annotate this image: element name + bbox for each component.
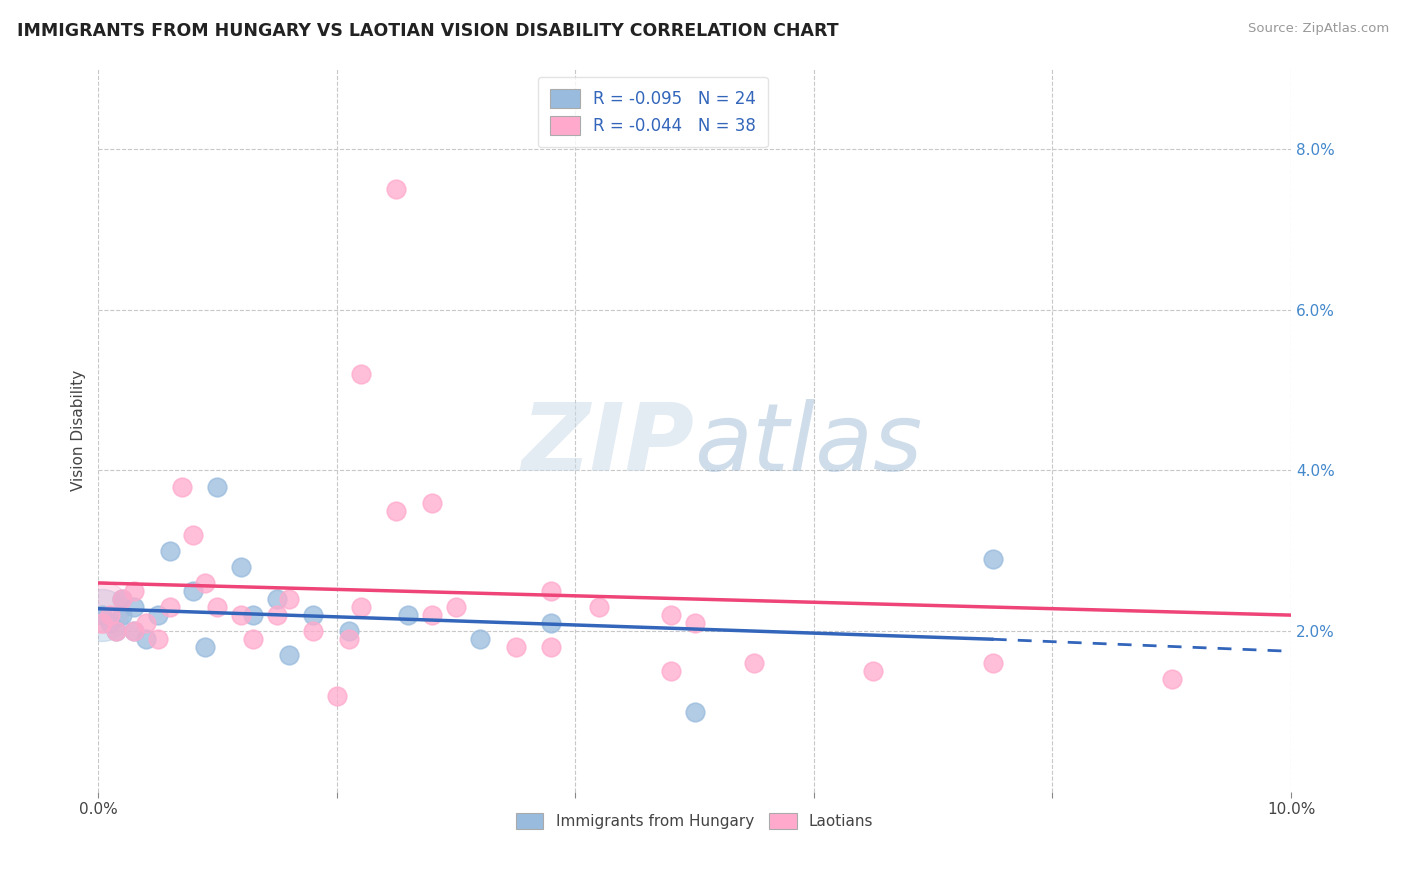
Point xyxy=(1160,673,1182,687)
Point xyxy=(468,632,491,647)
Point xyxy=(111,592,134,607)
Point xyxy=(325,689,347,703)
Point xyxy=(420,608,443,623)
Point xyxy=(659,665,682,679)
Point xyxy=(659,608,682,623)
Point xyxy=(505,640,527,655)
Point xyxy=(981,552,1004,566)
Point xyxy=(266,592,288,607)
Point xyxy=(98,616,121,631)
Point xyxy=(90,616,112,631)
Point xyxy=(122,624,145,639)
Point xyxy=(146,608,169,623)
Point xyxy=(683,616,706,631)
Text: atlas: atlas xyxy=(695,400,922,491)
Point xyxy=(104,624,127,639)
Point xyxy=(146,632,169,647)
Point xyxy=(301,624,323,639)
Point xyxy=(98,608,121,623)
Point xyxy=(266,608,288,623)
Point xyxy=(444,600,467,615)
Point xyxy=(540,584,562,599)
Point xyxy=(420,495,443,509)
Legend: Immigrants from Hungary, Laotians: Immigrants from Hungary, Laotians xyxy=(510,806,879,835)
Text: Source: ZipAtlas.com: Source: ZipAtlas.com xyxy=(1249,22,1389,36)
Point xyxy=(90,608,112,623)
Point xyxy=(135,632,157,647)
Point xyxy=(207,600,229,615)
Point xyxy=(159,600,181,615)
Point xyxy=(242,632,264,647)
Text: ZIP: ZIP xyxy=(522,399,695,491)
Point xyxy=(277,648,299,663)
Text: IMMIGRANTS FROM HUNGARY VS LAOTIAN VISION DISABILITY CORRELATION CHART: IMMIGRANTS FROM HUNGARY VS LAOTIAN VISIO… xyxy=(17,22,838,40)
Point xyxy=(396,608,419,623)
Y-axis label: Vision Disability: Vision Disability xyxy=(72,369,86,491)
Point xyxy=(349,367,371,381)
Point xyxy=(385,182,408,196)
Point xyxy=(385,503,408,517)
Point xyxy=(301,608,323,623)
Point xyxy=(159,544,181,558)
Point xyxy=(981,657,1004,671)
Point xyxy=(122,600,145,615)
Point xyxy=(104,624,127,639)
Point xyxy=(183,584,205,599)
Point xyxy=(277,592,299,607)
Point xyxy=(588,600,610,615)
Point xyxy=(242,608,264,623)
Point xyxy=(337,624,360,639)
Point xyxy=(231,608,253,623)
Point xyxy=(111,608,134,623)
Point xyxy=(90,600,112,615)
Point xyxy=(349,600,371,615)
Point xyxy=(207,479,229,493)
Point xyxy=(742,657,765,671)
Point xyxy=(111,592,134,607)
Point xyxy=(122,624,145,639)
Point xyxy=(194,576,217,591)
Point xyxy=(122,584,145,599)
Point xyxy=(540,616,562,631)
Point xyxy=(683,705,706,719)
Point xyxy=(862,665,884,679)
Point xyxy=(231,560,253,574)
Point xyxy=(194,640,217,655)
Point xyxy=(183,527,205,541)
Point xyxy=(90,608,112,623)
Point xyxy=(135,616,157,631)
Point xyxy=(170,479,193,493)
Point xyxy=(540,640,562,655)
Point xyxy=(337,632,360,647)
